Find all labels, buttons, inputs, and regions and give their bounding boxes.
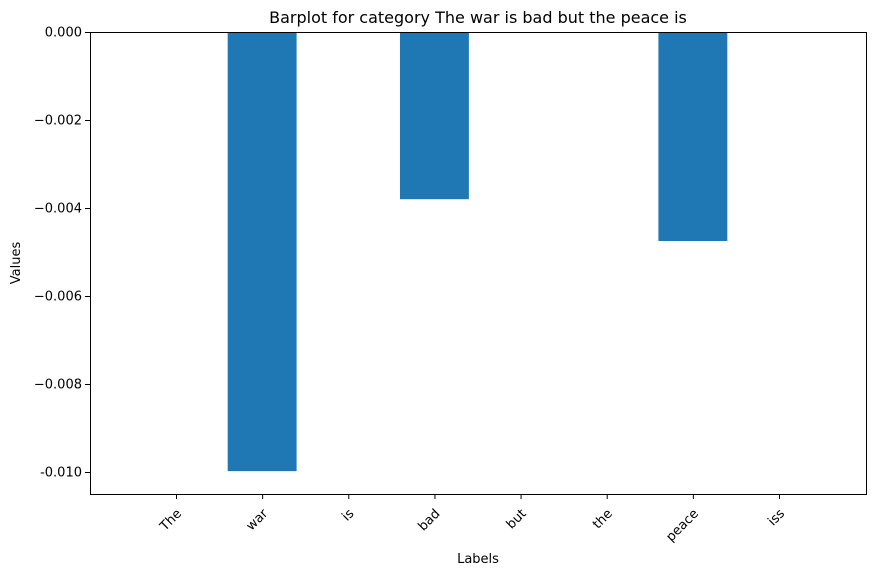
y-tick-label: 0.000 [45,26,82,41]
x-tick-label: war [244,506,272,534]
x-tick-label: iss [765,506,788,529]
plot-frame [90,32,867,495]
bar-bad [399,32,469,200]
y-tick-label: -0.010 [40,466,82,481]
x-axis-ticks: The war is bad but the peace iss [157,494,788,545]
x-axis-label: Labels [457,552,499,567]
chart-title: Barplot for category The war is bad but … [269,8,687,27]
x-tick-label: peace [663,506,701,544]
bar-war [227,32,297,472]
y-tick-label: −0.004 [34,202,82,217]
x-tick-label: The [157,506,185,534]
x-tick-label: but [504,506,530,532]
y-tick-label: −0.008 [34,378,82,393]
x-tick-label: the [590,506,616,532]
y-axis-label: Values [9,242,24,285]
y-tick-label: −0.002 [34,114,82,129]
x-tick-label: is [339,506,357,524]
bar-peace [658,32,728,241]
y-axis-ticks: 0.000 −0.002 −0.004 −0.006 −0.008 -0.010 [34,26,90,481]
bars-group [227,32,728,472]
x-tick-label: bad [416,506,444,534]
y-tick-label: −0.006 [34,290,82,305]
